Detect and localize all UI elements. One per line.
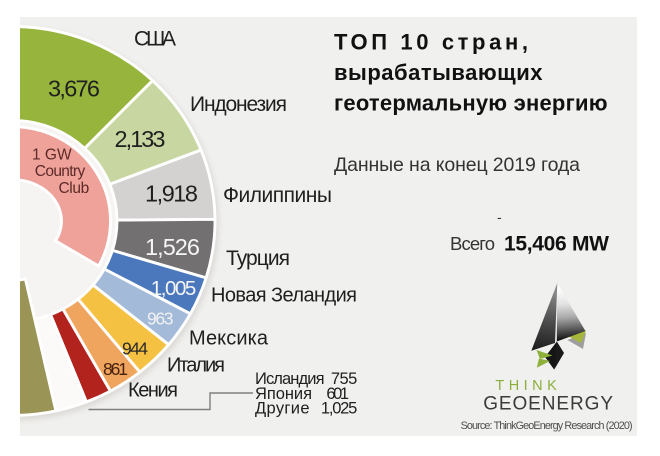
svg-text:2,133: 2,133 [115,126,166,152]
svg-text:Club: Club [59,180,90,197]
svg-text:3,676: 3,676 [48,76,100,102]
svg-text:1,025: 1,025 [321,400,357,418]
svg-text:Мексика: Мексика [189,328,269,350]
svg-text:Япония: Япония [255,385,312,403]
svg-text:-: - [497,209,502,225]
svg-text:861: 861 [103,359,128,379]
svg-text:Данные на конец 2019 года: Данные на конец 2019 года [334,154,580,176]
svg-text:Кения: Кения [128,380,178,402]
svg-text:Индонезия: Индонезия [190,93,287,116]
svg-text:1,918: 1,918 [145,181,198,207]
svg-text:США: США [134,28,176,51]
svg-text:Другие: Другие [255,400,310,418]
svg-text:геотермальную энергию: геотермальную энергию [334,91,608,116]
svg-text:Всего: Всего [450,233,495,254]
svg-text:Новая Зеландия: Новая Зеландия [211,285,357,307]
svg-text:15,406 MW: 15,406 MW [504,233,609,256]
svg-text:1,526: 1,526 [145,234,200,260]
svg-text:Турция: Турция [226,247,290,270]
svg-text:Source: ThinkGeoEnergy Researc: Source: ThinkGeoEnergy Research (2020) [461,420,633,432]
svg-text:GEOENERGY: GEOENERGY [483,394,613,415]
svg-text:Исландия: Исландия [255,370,325,388]
svg-text:THINK: THINK [495,378,557,394]
svg-text:Италия: Италия [167,355,225,377]
svg-text:944: 944 [122,339,148,359]
svg-text:1 GW: 1 GW [32,147,72,164]
svg-text:755: 755 [331,370,357,388]
svg-text:вырабатывающих: вырабатывающих [334,60,543,85]
svg-text:Country: Country [35,163,86,180]
svg-text:Филиппины: Филиппины [223,184,332,207]
svg-text:601: 601 [326,385,349,403]
svg-text:1,005: 1,005 [151,277,197,300]
svg-text:963: 963 [147,309,174,329]
